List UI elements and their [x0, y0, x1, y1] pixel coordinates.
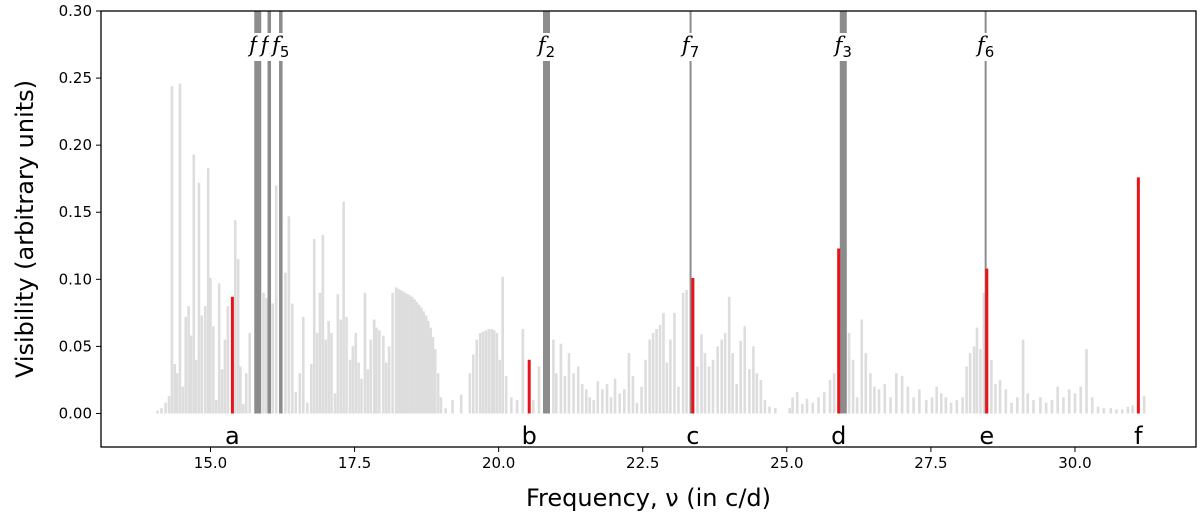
y-tick-label: 0.20: [59, 136, 92, 154]
y-tick-label: 0.25: [59, 69, 92, 87]
mode-letter-label: f: [1134, 422, 1143, 450]
mode-letter-label: b: [522, 422, 537, 450]
y-axis-title: Visibility (arbitrary units): [11, 80, 39, 378]
frequency-label: f2: [536, 33, 555, 61]
frequency-label: f7: [680, 33, 699, 61]
frequency-label-background: [534, 33, 557, 61]
mode-letter-label: e: [979, 422, 994, 450]
y-tick-label: 0.05: [59, 337, 92, 355]
frequency-label-background: [678, 33, 701, 61]
x-tick-label: 17.5: [338, 454, 371, 472]
x-tick-label: 27.5: [914, 454, 947, 472]
x-tick-label: 20.0: [482, 454, 515, 472]
frequency-label-background: [269, 33, 291, 61]
x-tick-label: 15.0: [194, 454, 227, 472]
x-tick-label: 22.5: [626, 454, 659, 472]
axes: 15.0 17.5 20.0 22.5 25.0 27.5 30.0 0.00 0.05 0.10…: [59, 2, 1092, 472]
y-tick-label: 0.30: [59, 2, 92, 20]
axes-frame: [100, 10, 1197, 448]
frequency-label: f5: [270, 33, 289, 61]
y-tick-label: 0.00: [59, 404, 92, 422]
frequency-label-background: [831, 33, 853, 61]
y-tick-label: 0.15: [59, 203, 92, 221]
frequency-label: f6: [975, 33, 994, 61]
x-axis-title: Frequency, ν (in c/d): [526, 484, 771, 512]
mode-letter-label: d: [831, 422, 846, 450]
frequency-label: f3: [833, 33, 852, 61]
plot-area: [156, 11, 1146, 414]
mode-letter-label: a: [225, 422, 240, 450]
y-tick-label: 0.10: [59, 270, 92, 288]
x-tick-label: 30.0: [1058, 454, 1091, 472]
annotation-layer: f1f4f5f2f7f3f6abcdef: [225, 33, 1143, 450]
frequency-label-background: [973, 33, 996, 61]
x-tick-label: 25.0: [770, 454, 803, 472]
mode-letter-label: c: [686, 422, 699, 450]
